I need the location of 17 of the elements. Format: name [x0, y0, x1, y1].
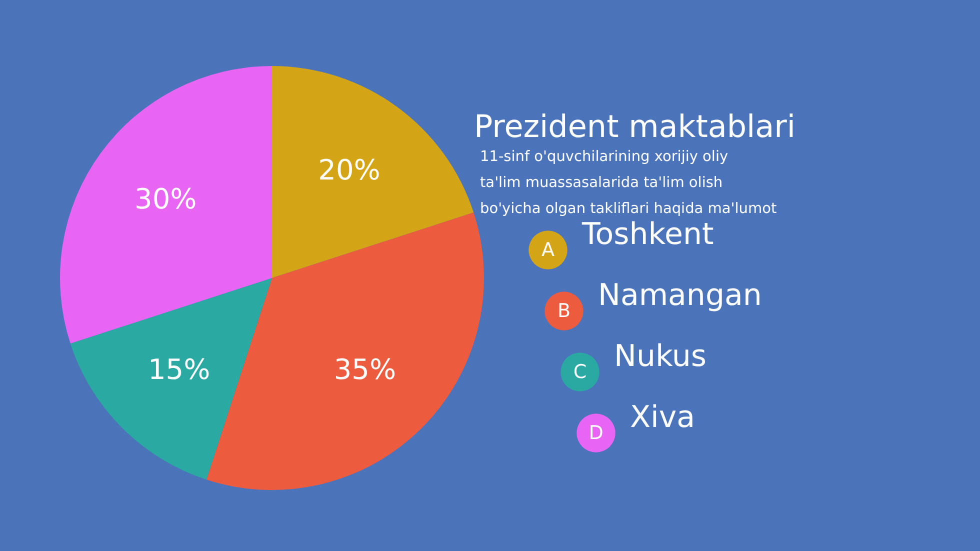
legend-label: Namangan: [598, 278, 762, 313]
text: C: [573, 361, 587, 383]
text: B: [557, 300, 571, 322]
data-label: 30%: [134, 182, 197, 216]
data-label: 20%: [318, 154, 380, 187]
text: A: [542, 239, 554, 261]
data-label: 15%: [148, 352, 210, 386]
legend-label: Nukus: [614, 339, 707, 374]
legend-label: Toshkent: [581, 217, 714, 252]
text: 11-sinf o'quvchilarining xorijiy oliy ta'lim muassasalarida ta'lim olish bo'yicha olgan takliflari haqida ma'lumot: [480, 149, 777, 217]
pie-slice: [70, 278, 272, 480]
pie-slice: [60, 66, 272, 344]
data-label: 35%: [334, 352, 396, 386]
text: D: [588, 422, 604, 444]
legend-label: Xiva: [630, 400, 696, 435]
text: Prezident maktablari: [474, 109, 796, 145]
pie-slice: [272, 66, 474, 278]
